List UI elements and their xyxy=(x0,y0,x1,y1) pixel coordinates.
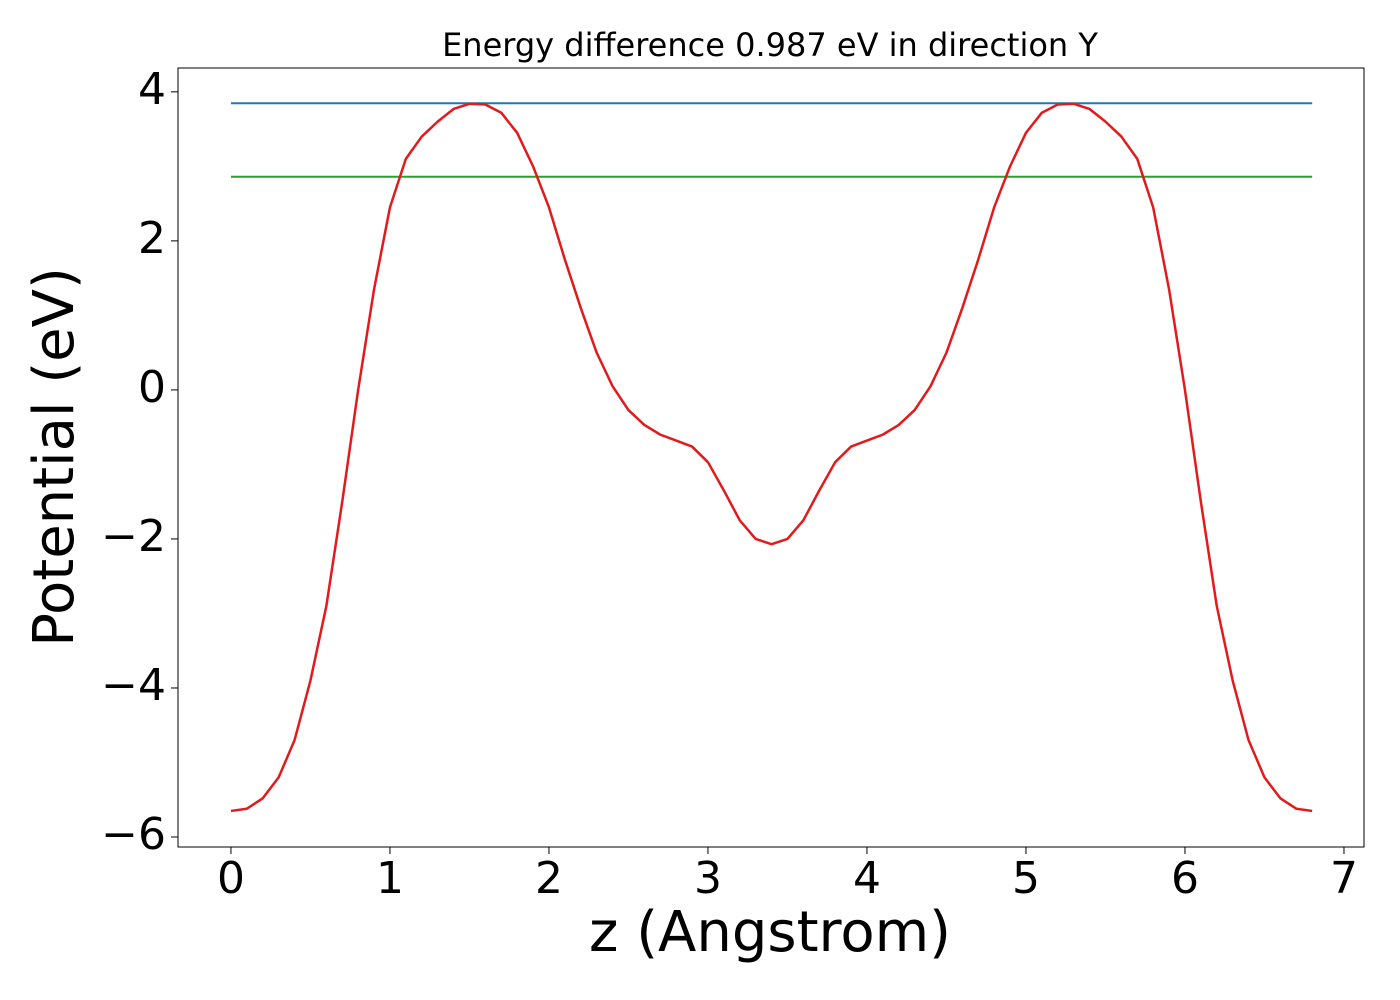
plot-frame xyxy=(177,67,1365,848)
x-tick-label: 1 xyxy=(376,853,404,904)
y-tick-label: −6 xyxy=(101,809,166,860)
x-tick-label: 5 xyxy=(1012,853,1040,904)
y-tick-label: 4 xyxy=(138,64,166,115)
chart-title: Energy difference 0.987 eV in direction … xyxy=(442,26,1098,64)
x-tick-label: 6 xyxy=(1171,853,1199,904)
x-axis-label: z (Angstrom) xyxy=(589,900,951,965)
x-tick-label: 7 xyxy=(1330,853,1358,904)
line-series xyxy=(230,102,1313,813)
y-tick-label: 2 xyxy=(138,213,166,264)
x-tick-label: 3 xyxy=(694,853,722,904)
y-axis-label: Potential (eV) xyxy=(22,267,87,647)
y-tick-label: −4 xyxy=(101,660,166,711)
y-tick-label: 0 xyxy=(138,362,166,413)
x-tick-label: 4 xyxy=(853,853,881,904)
y-tick-label: −2 xyxy=(101,511,166,562)
x-tick-label: 0 xyxy=(217,853,245,904)
x-tick-label: 2 xyxy=(535,853,563,904)
